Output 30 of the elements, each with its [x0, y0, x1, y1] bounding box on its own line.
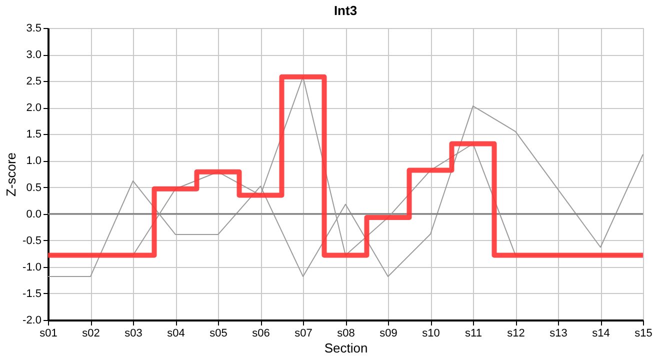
x-tick-label: s05 — [210, 328, 228, 340]
y-tick-label: -2.0 — [22, 314, 42, 326]
x-tick-label: s01 — [40, 328, 58, 340]
y-tick-label: 1.0 — [26, 155, 42, 168]
x-tick-label: s15 — [634, 328, 652, 340]
x-tick-label: s09 — [380, 328, 398, 340]
y-tick-label: 3.0 — [26, 49, 42, 62]
y-tick-label: 1.5 — [26, 128, 42, 141]
y-tick-label: 0.0 — [26, 208, 42, 220]
y-tick-label: 3.5 — [26, 22, 42, 34]
y-tick-label: 0.5 — [26, 182, 42, 194]
x-tick-label: s07 — [294, 328, 312, 340]
x-tick-label: s13 — [550, 328, 568, 340]
x-tick-label: s11 — [465, 328, 482, 340]
y-tick-label: 2.5 — [26, 76, 42, 88]
x-tick-label: s12 — [507, 328, 525, 340]
y-tick-label: 2.0 — [26, 102, 42, 114]
x-tick-label: s02 — [82, 328, 100, 340]
chart-title: Int3 — [334, 3, 358, 18]
x-tick-label: s04 — [167, 328, 185, 340]
y-tick-label: -0.5 — [22, 234, 42, 247]
y-tick-label: -1.0 — [22, 261, 42, 274]
x-tick-label: s08 — [337, 328, 355, 340]
x-axis-title: Section — [324, 340, 368, 356]
x-tick-label: s10 — [422, 328, 440, 340]
x-tick-label: s14 — [592, 328, 610, 340]
y-tick-label: -1.5 — [22, 288, 42, 300]
x-tick-label: s06 — [252, 328, 270, 340]
y-axis-title: Z-score — [4, 152, 19, 197]
x-tick-label: s03 — [124, 328, 142, 340]
